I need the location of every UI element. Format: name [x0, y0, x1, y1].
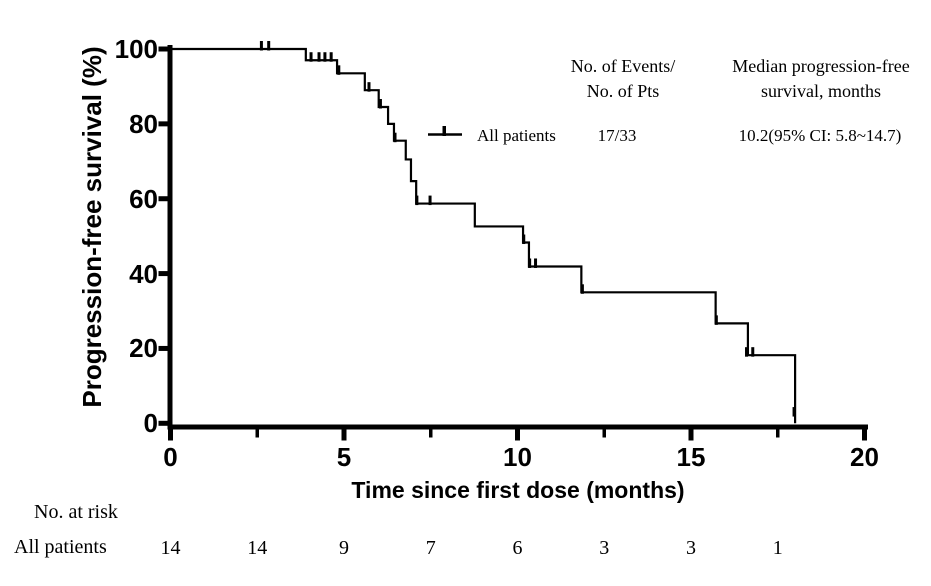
x-minor-tick-mark	[429, 429, 433, 438]
header-line: No. of Events/	[570, 56, 676, 76]
censor-tick	[751, 347, 755, 357]
header-line: Median progression-free	[732, 56, 910, 76]
legend-symbol	[428, 126, 462, 136]
x-axis-title: Time since first dose (months)	[351, 477, 685, 503]
censor-tick	[580, 284, 584, 294]
y-tick-label: 40	[129, 258, 158, 289]
risk-value: 6	[512, 537, 523, 559]
y-tick-mark	[158, 271, 170, 277]
censor-tick	[337, 65, 341, 75]
median-value: 10.2(95% CI: 5.8~14.7)	[738, 126, 902, 145]
risk-value: 3	[686, 537, 696, 559]
censor-ticks	[259, 41, 796, 417]
legend-censor-tick	[442, 126, 446, 136]
risk-value: 14	[247, 537, 268, 559]
x-major-tick-mark	[688, 429, 694, 441]
axes	[158, 45, 868, 441]
y-axis-line	[167, 45, 173, 430]
y-tick-mark	[158, 196, 170, 202]
risk-value: 14	[160, 537, 181, 559]
y-tick-label: 80	[129, 108, 158, 139]
censor-tick	[792, 407, 796, 417]
y-tick-mark	[158, 420, 170, 426]
events-value: 17/33	[597, 126, 637, 145]
x-tick-label: 0	[163, 442, 178, 472]
x-tick-label: 10	[503, 442, 532, 472]
risk-value: 9	[339, 537, 349, 559]
x-major-tick-mark	[168, 429, 173, 441]
y-axis-title: Progression-free survival (%)	[77, 46, 107, 408]
km-step-path	[170, 47, 797, 424]
censor-tick	[415, 195, 419, 206]
censor-tick	[267, 41, 271, 51]
risk-row-label: All patients	[14, 536, 107, 558]
y-tick-label: 100	[114, 34, 158, 64]
censor-tick	[329, 52, 333, 62]
censor-tick	[367, 82, 371, 92]
censor-tick	[323, 52, 327, 62]
x-major-tick-mark	[515, 429, 520, 441]
x-minor-tick-mark	[255, 429, 259, 438]
y-tick-mark	[158, 121, 170, 127]
censor-tick	[428, 195, 432, 206]
risk-table-title: No. at risk	[34, 501, 118, 523]
header-line: No. of Pts	[586, 81, 660, 101]
legend-label: All patients	[477, 126, 556, 145]
censor-tick	[534, 258, 538, 268]
censor-tick	[259, 41, 263, 51]
x-tick-label: 15	[676, 442, 706, 472]
y-tick-label: 0	[143, 408, 158, 439]
censor-tick	[745, 347, 749, 357]
header-line: survival, months	[761, 81, 881, 101]
y-tick-label: 20	[129, 333, 158, 364]
risk-value: 3	[599, 537, 610, 559]
y-tick-mark	[158, 345, 170, 351]
x-minor-tick-mark	[776, 429, 780, 438]
y-tick-mark	[158, 46, 170, 52]
risk-value: 7	[425, 537, 436, 559]
censor-tick	[522, 234, 526, 245]
x-major-tick-mark	[862, 429, 867, 441]
survival-curve	[170, 47, 797, 424]
risk-value: 1	[772, 537, 783, 559]
x-tick-label: 5	[336, 442, 352, 472]
censor-tick	[714, 315, 718, 325]
censor-tick	[309, 52, 313, 62]
censor-tick	[378, 99, 382, 109]
censor-tick	[317, 52, 321, 62]
censor-tick	[393, 132, 397, 143]
censor-tick	[528, 258, 532, 268]
x-minor-tick-mark	[602, 429, 606, 438]
x-tick-label: 20	[850, 442, 879, 472]
y-tick-label: 60	[129, 183, 158, 214]
x-major-tick-mark	[341, 429, 347, 441]
events-column-header: No. of Events/ No. of Pts	[523, 54, 723, 104]
median-column-header: Median progression-free survival, months	[702, 54, 931, 104]
x-axis-line	[167, 424, 868, 430]
